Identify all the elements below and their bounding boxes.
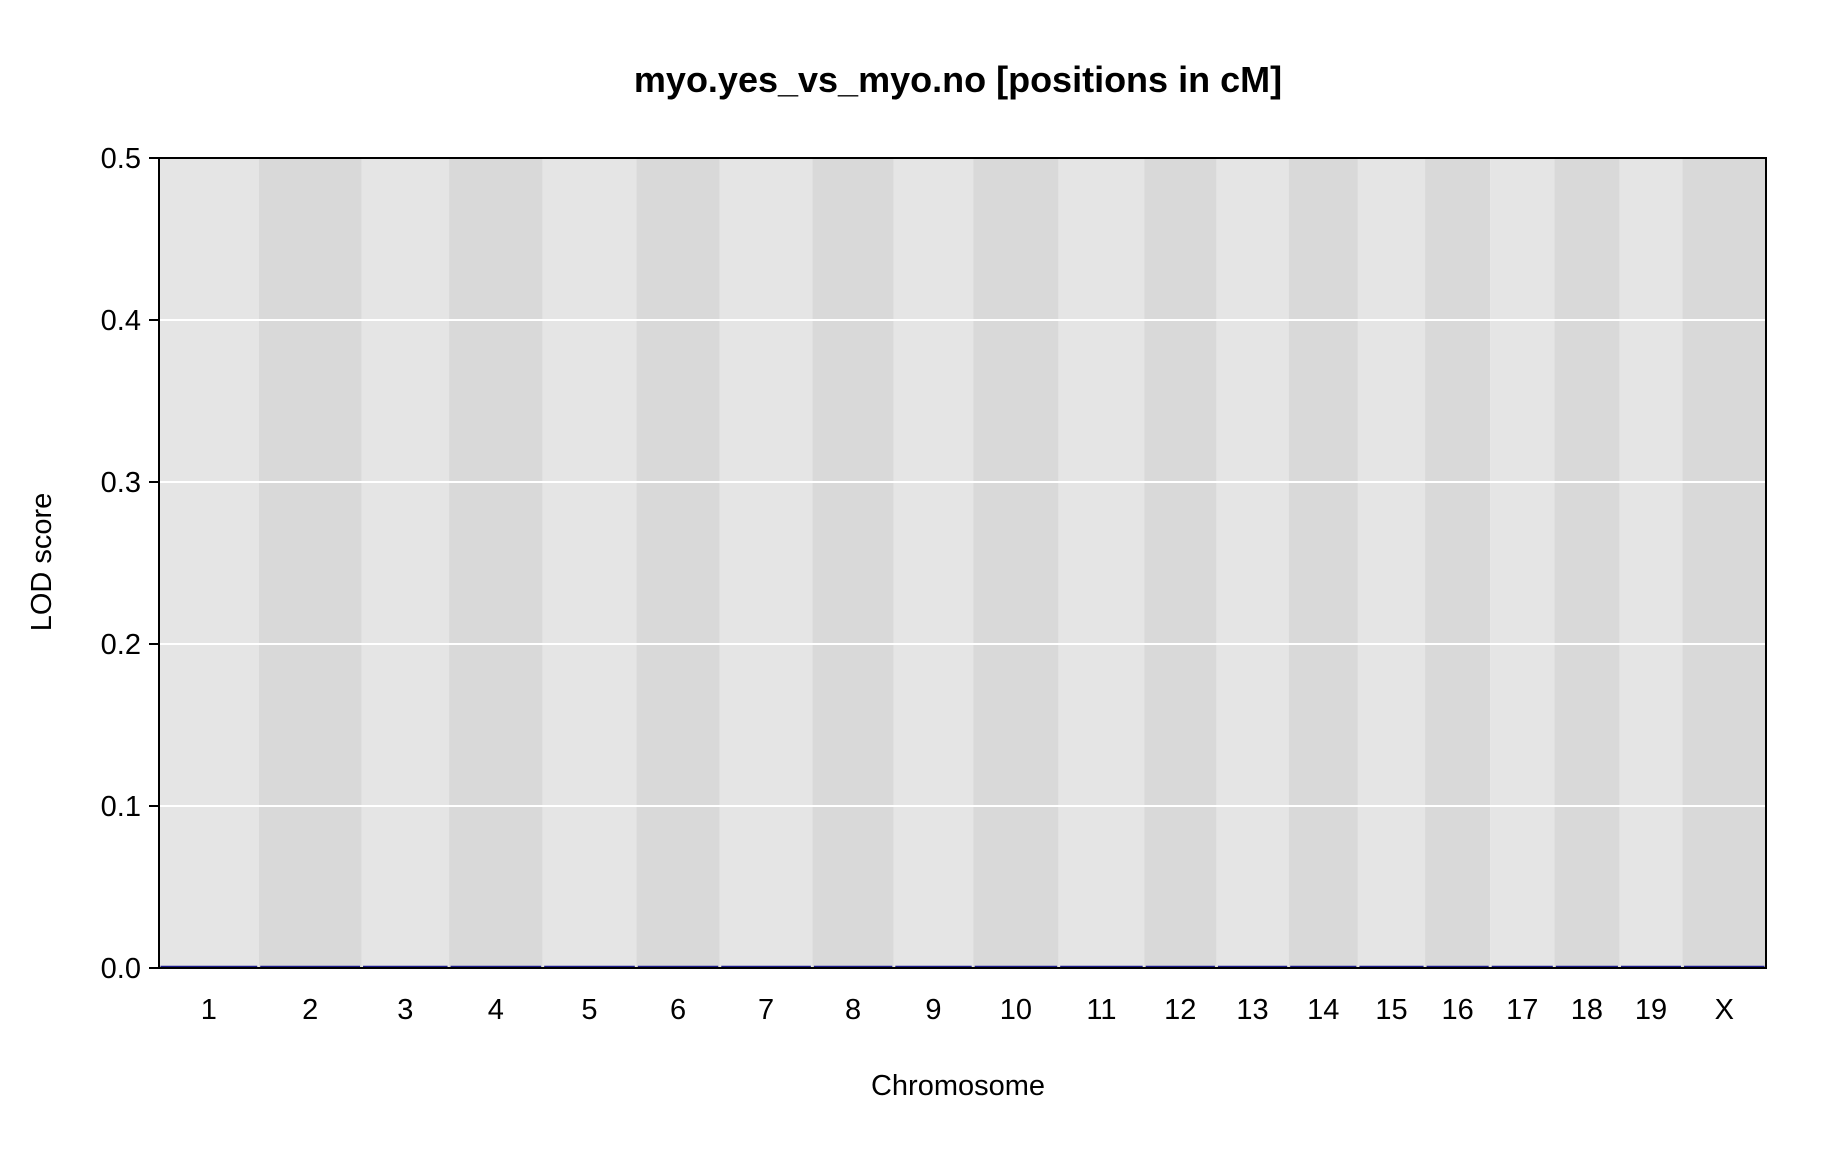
gridlines [159, 319, 1766, 807]
chromosome-band-7 [719, 158, 813, 968]
chart-title: myo.yes_vs_myo.no [positions in cM] [634, 59, 1282, 100]
y-tick-label-0.3: 0.3 [101, 467, 141, 499]
chromosome-band-9 [893, 158, 974, 968]
chromosome-band-13 [1216, 158, 1289, 968]
chromosome-band-17 [1490, 158, 1555, 968]
chromosome-band-10 [973, 158, 1059, 968]
x-tick-label-15: 15 [1375, 994, 1407, 1026]
x-axis-label: Chromosome [871, 1070, 1045, 1102]
x-tick-label-3: 3 [397, 994, 413, 1026]
x-tick-label-5: 5 [581, 994, 597, 1026]
chromosome-band-12 [1144, 158, 1217, 968]
x-tick-label-17: 17 [1506, 994, 1538, 1026]
chromosome-band-14 [1288, 158, 1358, 968]
x-tick-label-6: 6 [670, 994, 686, 1026]
x-tick-label-10: 10 [1000, 994, 1032, 1026]
x-tick-label-8: 8 [845, 994, 861, 1026]
x-tick-label-18: 18 [1571, 994, 1603, 1026]
x-tick-label-19: 19 [1635, 994, 1667, 1026]
y-axis-ticks: 0.0 0.1 0.2 0.3 0.4 0.5 [101, 143, 159, 985]
chromosome-band-19 [1619, 158, 1683, 968]
x-tick-label-1: 1 [201, 994, 217, 1026]
chromosome-band-8 [812, 158, 894, 968]
x-tick-label-12: 12 [1164, 994, 1196, 1026]
chromosome-band-1 [159, 158, 259, 968]
x-tick-label-16: 16 [1441, 994, 1473, 1026]
chromosome-band-4 [449, 158, 543, 968]
x-tick-label-11: 11 [1086, 994, 1116, 1026]
y-tick-label-0.1: 0.1 [101, 791, 141, 823]
y-tick-label-0.2: 0.2 [101, 629, 141, 661]
chromosome-band-16 [1425, 158, 1491, 968]
y-tick-label-0.5: 0.5 [101, 143, 141, 175]
chromosome-band-6 [636, 158, 720, 968]
y-tick-label-0.0: 0.0 [101, 953, 141, 985]
chromosome-band-18 [1554, 158, 1620, 968]
chromosome-band-15 [1357, 158, 1426, 968]
chromosome-band-2 [258, 158, 362, 968]
x-tick-label-9: 9 [925, 994, 941, 1026]
x-axis-ticks: 1 2 3 4 5 6 7 8 9 10 11 12 13 14 15 16 17 18 19 X [201, 994, 1734, 1026]
x-tick-label-4: 4 [488, 994, 504, 1026]
x-tick-label-X: X [1715, 994, 1734, 1026]
plot-frame [158, 157, 1767, 969]
y-axis-label: LOD score [26, 493, 58, 632]
chromosome-bands [159, 158, 1766, 968]
y-tick-label-0.4: 0.4 [101, 305, 141, 337]
x-tick-label-14: 14 [1307, 994, 1339, 1026]
x-tick-label-2: 2 [302, 994, 318, 1026]
chromosome-band-3 [361, 158, 450, 968]
chromosome-band-X [1682, 158, 1766, 968]
chromosome-band-11 [1058, 158, 1145, 968]
x-tick-label-13: 13 [1236, 994, 1268, 1026]
chromosome-band-5 [542, 158, 637, 968]
x-tick-label-7: 7 [758, 994, 774, 1026]
